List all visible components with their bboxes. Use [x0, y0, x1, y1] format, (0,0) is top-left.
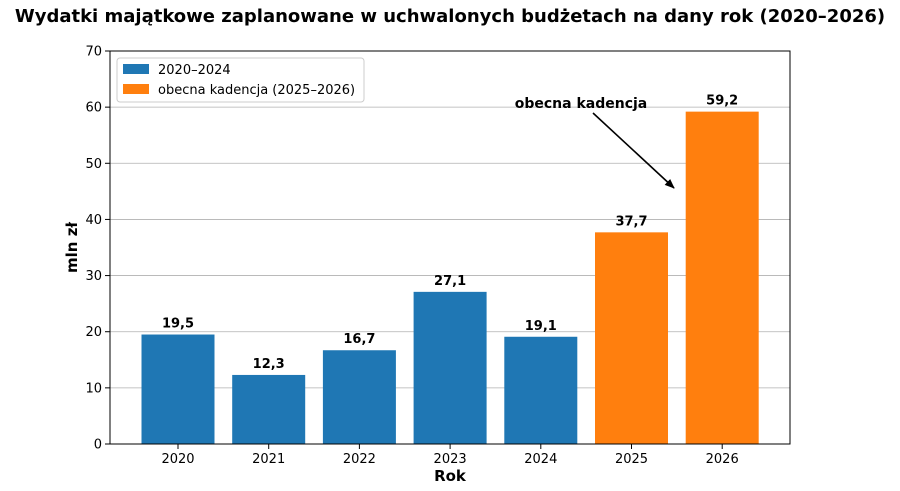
data-label-2025: 37,7 [615, 214, 647, 229]
x-tick-label-2021: 2021 [252, 452, 285, 467]
data-label-2021: 12,3 [253, 357, 285, 372]
data-label-2022: 16,7 [343, 332, 375, 347]
data-label-2023: 27,1 [434, 274, 466, 289]
y-tick-label-50: 50 [85, 157, 102, 172]
y-tick-label-60: 60 [85, 101, 102, 116]
y-axis-ticks: 0 10 20 30 40 50 60 70 [85, 45, 110, 453]
grid-lines [110, 106, 790, 389]
bar-2026 [685, 111, 759, 445]
y-axis-label: mln zł [63, 222, 81, 273]
x-axis-ticks: 2020 2021 2022 2023 2024 2025 2026 [161, 444, 739, 467]
data-labels: 19,5 12,3 16,7 27,1 19,1 37,7 59,2 [162, 94, 738, 372]
legend-label-obecna-kadencja: obecna kadencja (2025–2026) [158, 83, 355, 98]
bar-2020 [141, 334, 215, 444]
data-label-2024: 19,1 [525, 319, 557, 334]
bar-2022 [322, 350, 396, 444]
x-tick-label-2023: 2023 [434, 452, 467, 467]
y-tick-label-20: 20 [85, 325, 102, 340]
chart-title: Wydatki majątkowe zaplanowane w uchwalon… [15, 6, 885, 27]
legend-swatch-2020-2024 [123, 64, 149, 74]
y-tick-label-0: 0 [94, 438, 102, 453]
annotation-arrow [592, 112, 675, 189]
data-label-2020: 19,5 [162, 317, 194, 332]
x-axis-label: Rok [434, 467, 467, 485]
y-tick-label-40: 40 [85, 213, 102, 228]
y-tick-label-10: 10 [85, 381, 102, 396]
y-tick-label-30: 30 [85, 269, 102, 284]
x-tick-label-2025: 2025 [615, 452, 648, 467]
x-tick-label-2020: 2020 [161, 452, 194, 467]
legend: 2020–2024 obecna kadencja (2025–2026) [116, 57, 365, 103]
x-tick-label-2024: 2024 [524, 452, 557, 467]
bar-2021 [232, 374, 306, 444]
bar-2023 [413, 291, 487, 444]
data-label-2026: 59,2 [706, 94, 738, 109]
bar-2024 [504, 336, 578, 444]
annotation: obecna kadencja [515, 96, 675, 189]
annotation-text: obecna kadencja [515, 96, 648, 112]
x-tick-label-2022: 2022 [343, 452, 376, 467]
legend-swatch-obecna-kadencja [123, 84, 149, 94]
y-tick-label-70: 70 [85, 45, 102, 60]
legend-label-2020-2024: 2020–2024 [158, 63, 231, 78]
bars [141, 111, 759, 445]
bar-2025 [595, 232, 668, 444]
legend-box [116, 57, 365, 103]
x-tick-label-2026: 2026 [706, 452, 739, 467]
plot-frame [109, 50, 791, 445]
